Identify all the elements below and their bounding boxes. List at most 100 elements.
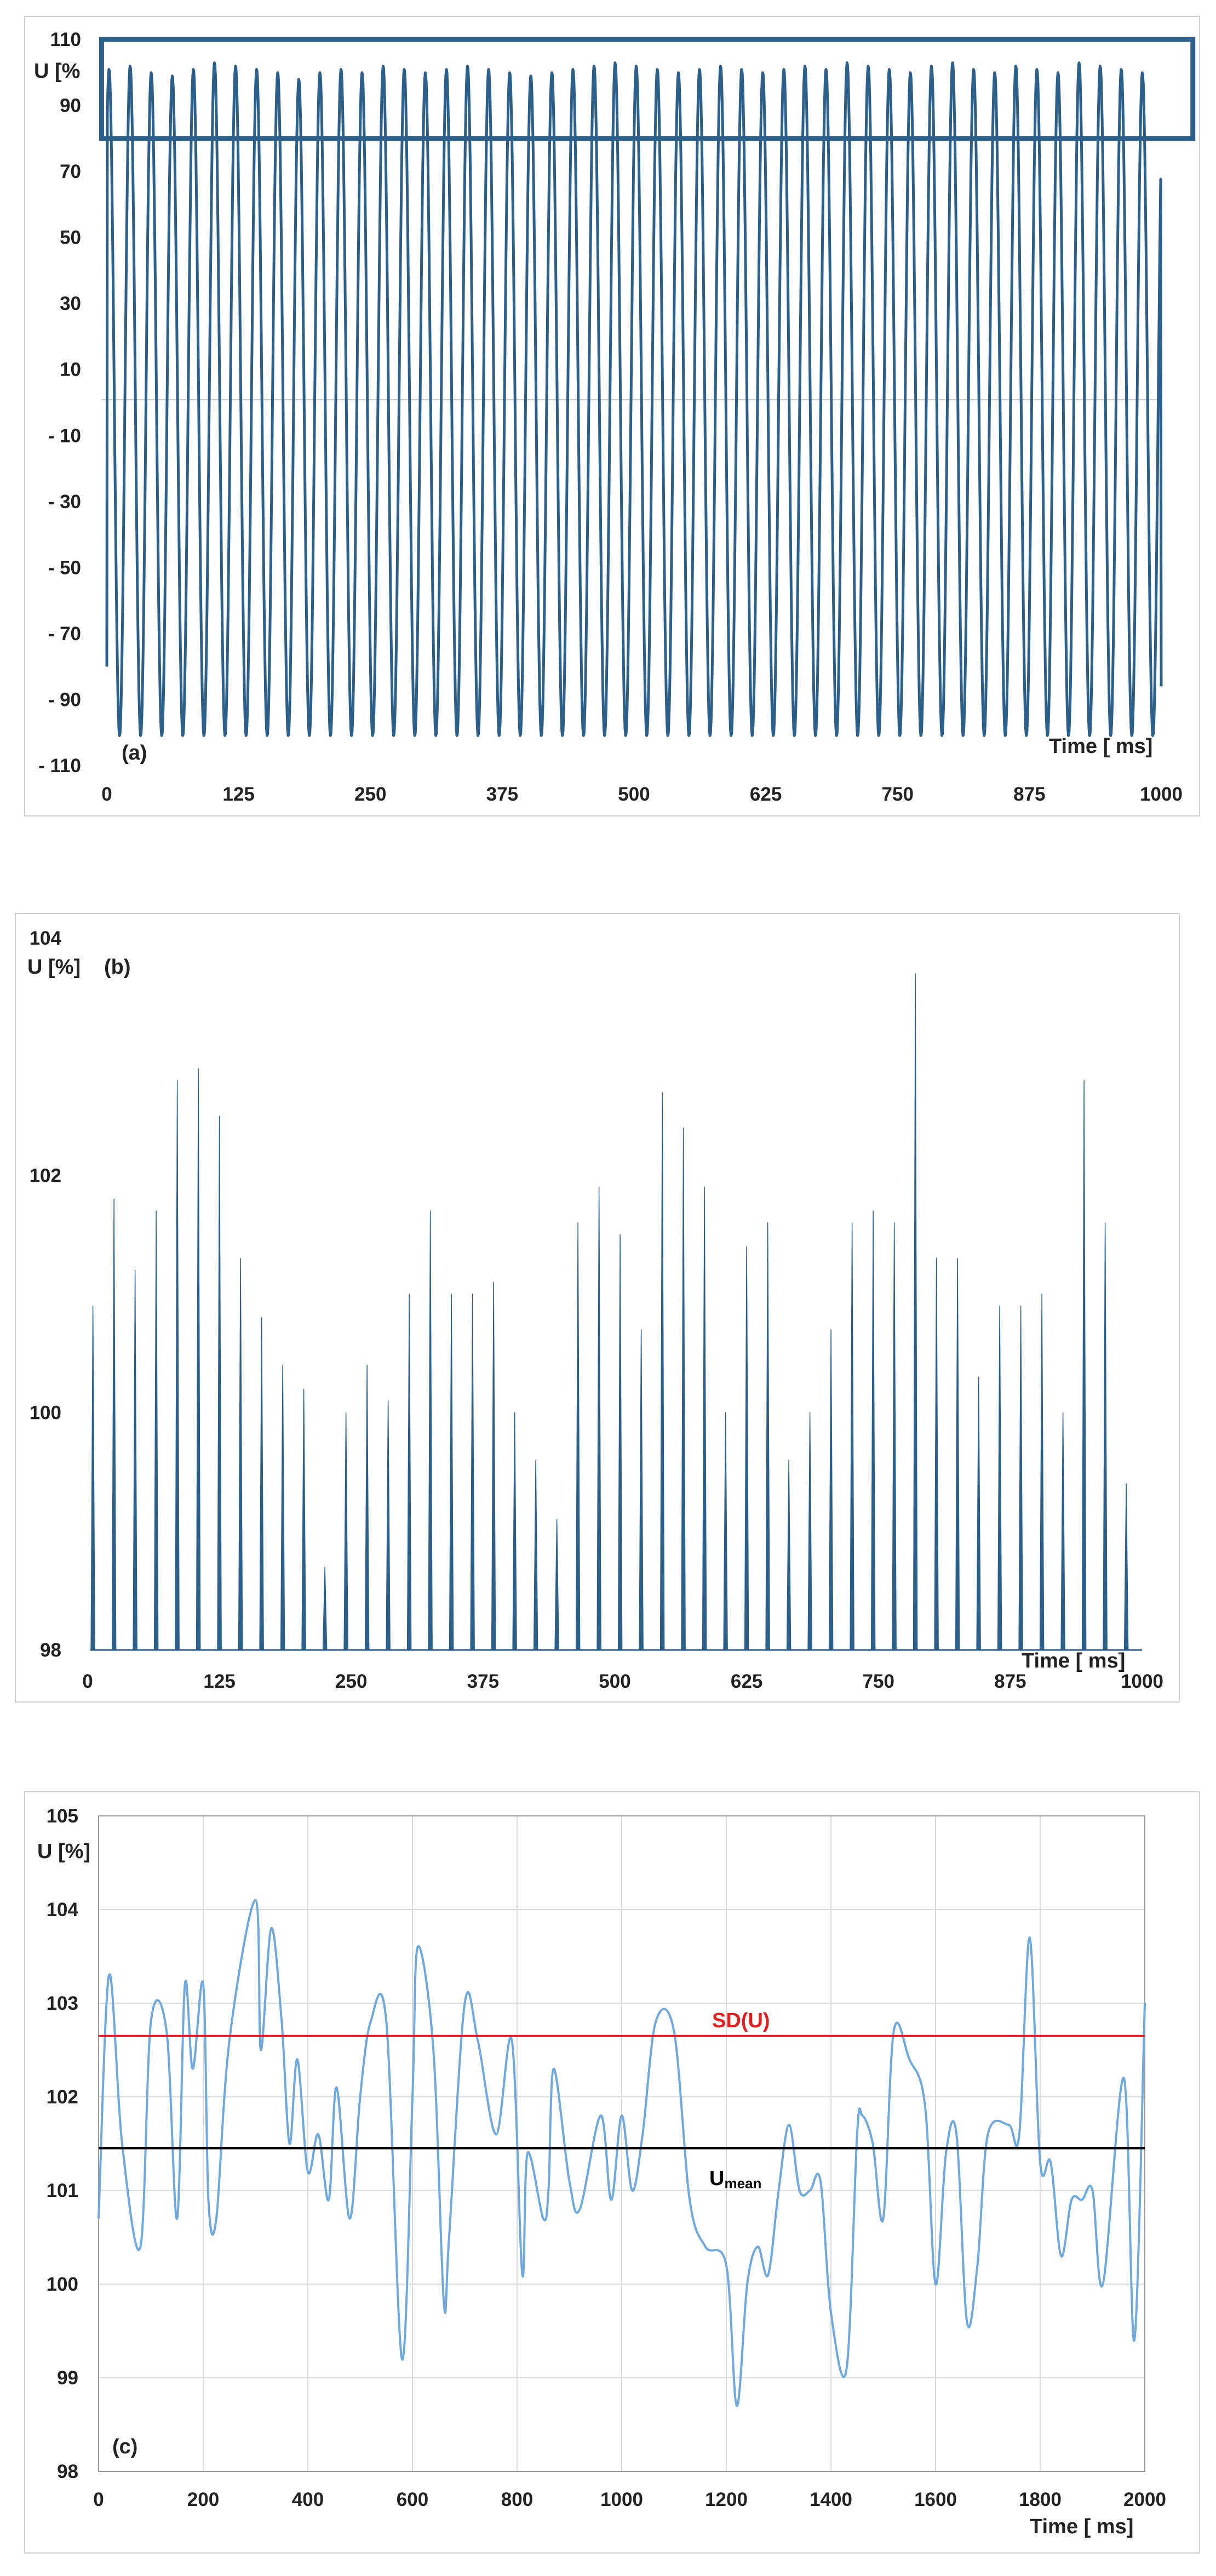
panel-b-peak: [175, 1080, 180, 1651]
panel-a-x-tick: 750: [882, 784, 914, 805]
panel-b-peak: [491, 1281, 496, 1651]
panel-c-mean-label-sub: mean: [724, 2175, 761, 2192]
panel-b-peak: [955, 1258, 960, 1651]
panel-c-y-tick: 103: [47, 1993, 78, 2014]
panel-b-peak: [238, 1258, 243, 1651]
panel-b-peak: [807, 1412, 812, 1651]
panel-c-frame: [24, 1791, 1200, 2554]
panel-a-y-tick: - 110: [38, 755, 81, 777]
panel-b-peak: [428, 1210, 433, 1651]
panel-b-peak: [217, 1116, 222, 1651]
panel-a-x-tick: 500: [618, 784, 650, 805]
panel-b-y-ticks: 104 102 100 98: [30, 928, 62, 1661]
panel-b-y-tick: 98: [40, 1640, 61, 1661]
panel-c-x-tick: 200: [187, 2489, 219, 2510]
panel-b-peak: [280, 1365, 285, 1651]
panel-b-x-tick: 250: [335, 1671, 367, 1692]
panel-b-y-tick: 100: [30, 1402, 61, 1424]
panel-b-peak: [1103, 1222, 1108, 1651]
panel-b-y-tick: 102: [30, 1165, 61, 1186]
panel-b-peak: [659, 1091, 665, 1651]
panel-a-x-tick: 250: [354, 784, 386, 805]
panel-c-y-ticks: 105 104 103 102 101 100 99 98: [47, 1806, 79, 2482]
panel-a-y-tick: - 50: [48, 557, 81, 578]
panel-a-y-tick: 50: [60, 227, 81, 249]
panel-b-peak: [153, 1210, 159, 1651]
panel-b-x-tick: 500: [599, 1671, 630, 1692]
panel-b-peak: [1123, 1483, 1129, 1651]
panel-c-series-line: [97, 1899, 1146, 2407]
panel-b-peaks: [90, 973, 1129, 1651]
panel-c-y-tick: 98: [57, 2461, 78, 2482]
panel-b-peak: [1081, 1080, 1087, 1651]
panel-c-x-tick: 400: [292, 2489, 324, 2510]
panel-b-peak: [1060, 1412, 1065, 1651]
panel-c-y-tick: 101: [47, 2180, 78, 2201]
panel-a-highlight-box: [99, 37, 1196, 141]
panel-a-x-tick: 1000: [1140, 784, 1183, 805]
panel-a: 110 90 70 50 30 10 - 10 - 30 - 50 - 70 - 90 - 110 0…: [24, 16, 1200, 817]
panel-c-x-tick: 600: [397, 2489, 428, 2510]
panel-b-peak: [301, 1388, 306, 1651]
panel-a-y-tick: 70: [60, 161, 81, 182]
panel-b-peak: [744, 1246, 749, 1651]
panel-b-peak: [639, 1329, 644, 1651]
panel-b-x-tick: 625: [731, 1671, 762, 1692]
panel-b-peak: [449, 1293, 454, 1651]
panel-b-peak: [850, 1222, 854, 1651]
panel-b-peak: [681, 1127, 686, 1651]
panel-c-x-tick: 1000: [600, 2489, 643, 2510]
panel-b-peak: [828, 1329, 834, 1651]
panel-b-peak: [90, 1305, 95, 1651]
panel-a-y-tick: - 30: [48, 491, 81, 513]
panel-b-peak: [575, 1222, 581, 1651]
panel-b-x-tick: 0: [82, 1671, 93, 1692]
panel-b-peak: [133, 1269, 137, 1651]
panel-b-peak: [765, 1222, 770, 1651]
panel-b-peak: [406, 1293, 412, 1651]
panel-a-y-tick: - 90: [48, 689, 81, 710]
panel-a-x-tick: 375: [486, 784, 518, 805]
panel-c-y-tick: 100: [47, 2274, 78, 2295]
panel-b-peak: [976, 1376, 981, 1651]
panel-c-label: (c): [112, 2435, 137, 2458]
panel-b-peak: [870, 1210, 876, 1651]
panel-c-mean-label: Umean: [709, 2167, 761, 2192]
panel-c-plot-area: [98, 1815, 1145, 2472]
panel-b-peak: [554, 1519, 559, 1651]
panel-c-x-tick: 1600: [914, 2489, 957, 2510]
panel-b-peak: [196, 1068, 201, 1651]
panel-a-x-tick: 125: [222, 784, 254, 805]
panel-a-x-ticks: 0 125 250 375 500 625 750 875 1000: [101, 784, 1183, 805]
panel-b-peak: [386, 1400, 391, 1651]
panel-b-peak: [1039, 1293, 1045, 1651]
panel-a-y-tick: - 70: [48, 623, 81, 645]
panel-c-y-tick: 104: [47, 1899, 79, 1921]
panel-c-x-tick: 1400: [810, 2489, 852, 2510]
panel-b-ylabel: U [%]: [27, 956, 81, 979]
panel-a-x-tick: 875: [1013, 784, 1045, 805]
panel-a-y-tick: 10: [60, 359, 81, 381]
panel-c-x-tick: 2000: [1123, 2489, 1166, 2510]
panel-a-label: (a): [122, 741, 147, 764]
panel-c-y-tick: 99: [57, 2367, 78, 2389]
panel-b-peak: [259, 1317, 264, 1651]
panel-c-x-ticks: 0 200 400 600 800 1000 1200 1400 1600 1800 2000: [93, 2489, 1166, 2510]
panel-c-y-tick: 102: [47, 2086, 78, 2108]
panel-b-peak: [997, 1305, 1002, 1651]
panel-b-peak: [1018, 1305, 1023, 1651]
panel-b-peak: [343, 1412, 348, 1651]
panel-b: 104 102 100 98 0 125 250 375 500 625 750 875 1000 U…: [15, 913, 1180, 1703]
panel-b-peak: [617, 1234, 623, 1651]
panel-b-peak: [786, 1459, 791, 1651]
panel-a-y-tick: 110: [50, 29, 81, 50]
panel-a-xlabel: Time [ ms]: [1049, 735, 1152, 758]
panel-b-peak: [512, 1412, 517, 1651]
panel-b-x-ticks: 0 125 250 375 500 625 750 875 1000: [82, 1671, 1163, 1692]
panel-b-y-tick: 104: [30, 928, 62, 949]
panel-c-y-tick: 105: [47, 1806, 78, 1827]
panel-b-x-tick: 875: [994, 1671, 1026, 1692]
panel-a-y-ticks: 110 90 70 50 30 10 - 10 - 30 - 50 - 70 - 90 - 110: [38, 29, 81, 777]
panel-a-y-tick: - 10: [48, 425, 81, 446]
